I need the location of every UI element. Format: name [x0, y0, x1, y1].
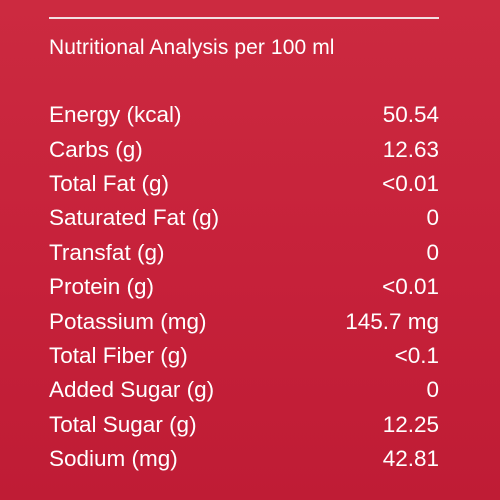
- nutrition-row-saturated-fat: Saturated Fat (g) 0: [49, 201, 439, 235]
- row-label: Energy (kcal): [49, 102, 182, 128]
- row-value: 0: [426, 239, 439, 265]
- row-value: <0.1: [394, 342, 439, 368]
- row-value: 0: [426, 377, 439, 403]
- row-label: Transfat (g): [49, 239, 165, 265]
- row-label: Total Fat (g): [49, 170, 170, 196]
- row-label: Added Sugar (g): [49, 377, 215, 403]
- row-label: Protein (g): [49, 274, 155, 300]
- row-label: Saturated Fat (g): [49, 205, 220, 231]
- nutrition-title: Nutritional Analysis per 100 ml: [49, 36, 335, 59]
- nutrition-row-carbs: Carbs (g) 12.63: [49, 132, 439, 166]
- row-value: <0.01: [382, 170, 439, 196]
- nutrition-row-total-sugar: Total Sugar (g) 12.25: [49, 408, 439, 442]
- row-label: Total Fiber (g): [49, 342, 188, 368]
- nutrition-row-energy: Energy (kcal) 50.54: [49, 98, 439, 132]
- row-label: Sodium (mg): [49, 446, 178, 472]
- row-value: 0: [426, 205, 439, 231]
- nutrition-row-transfat: Transfat (g) 0: [49, 236, 439, 270]
- row-label: Total Sugar (g): [49, 411, 197, 437]
- row-value: 12.63: [382, 136, 439, 162]
- row-value: 12.25: [382, 411, 439, 437]
- row-value: 42.81: [382, 446, 439, 472]
- row-value: <0.01: [382, 274, 439, 300]
- row-value: 50.54: [382, 102, 439, 128]
- nutrition-row-sodium: Sodium (mg) 42.81: [49, 442, 439, 476]
- nutrition-row-potassium: Potassium (mg) 145.7 mg: [49, 304, 439, 338]
- nutrition-row-total-fat: Total Fat (g) <0.01: [49, 167, 439, 201]
- nutrition-table: Energy (kcal) 50.54 Carbs (g) 12.63 Tota…: [49, 98, 439, 476]
- nutrition-row-total-fiber: Total Fiber (g) <0.1: [49, 339, 439, 373]
- top-divider: [49, 17, 439, 19]
- row-value: 145.7 mg: [345, 308, 439, 334]
- nutrition-row-added-sugar: Added Sugar (g) 0: [49, 373, 439, 407]
- nutrition-row-protein: Protein (g) <0.01: [49, 270, 439, 304]
- row-label: Potassium (mg): [49, 308, 207, 334]
- row-label: Carbs (g): [49, 136, 143, 162]
